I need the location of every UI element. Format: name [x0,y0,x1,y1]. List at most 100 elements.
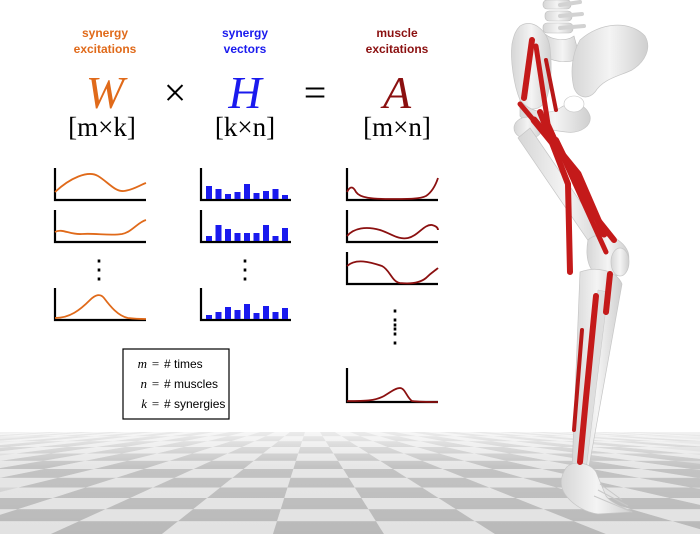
w-header-line2: excitations [74,42,137,56]
a-plot-2 [345,210,439,244]
a-dimensions: [m×n] [363,112,431,142]
h-bar [225,307,231,319]
legend-desc-k: # synergies [164,397,225,411]
legend-box: m = # times n = # muscles k = # synergie… [122,348,230,420]
legend-var-m: m [138,356,147,371]
a-ellipsis-1: ⋮ [382,305,408,334]
h-bar [282,308,288,319]
h-bar [263,306,269,319]
w-plot-2-curve [54,219,147,236]
w-plot-1-axes [53,168,146,202]
w-ellipsis: ⋮ [86,255,112,284]
w-header-line1: synergy [82,26,128,40]
w-plot-3 [53,288,147,322]
legend-var-k: k [141,396,147,411]
spine [542,0,586,62]
muscle-iliacus [521,37,535,101]
leg-skeleton-muscle-model [511,0,649,515]
h-plot-3 [199,288,291,322]
h-bar [244,184,250,199]
muscles [517,37,617,465]
w-symbol: W [86,67,128,118]
h-plot-2 [199,210,291,244]
column-headers: synergy excitations synergy vectors musc… [74,26,429,56]
legend-desc-n: # muscles [164,377,218,391]
muscle-semitendinosus [553,137,617,243]
h-symbol: H [227,67,264,118]
h-bar [234,192,241,199]
h-plot-1-bars [206,184,288,199]
legend-var-n: n [141,376,148,391]
h-bar [234,310,241,319]
a-plot-1 [345,168,439,202]
a-plot-2-curve [346,224,439,240]
h-bar [244,304,250,319]
h-bar [215,225,222,241]
a-plot-4 [345,368,439,404]
h-bar [263,225,269,241]
synergy-excitation-plots: ⋮ [53,168,147,322]
h-bar [206,315,212,319]
muscle-soleus [577,293,599,465]
h-bar [282,228,288,241]
a-plot-3 [345,252,439,286]
muscle-psoas [544,58,558,112]
h-ellipsis: ⋮ [232,255,258,284]
h-bar [272,312,279,319]
h-bar [215,189,222,199]
muscle-biceps-femoris [537,109,573,275]
h-bar [206,186,212,199]
legend-eq-k: = [151,396,160,411]
equals-operator: = [304,70,327,115]
h-plot-1-axes [199,168,291,202]
synergy-vector-plots: ⋮ [199,168,291,322]
legend-row-k: k = # synergies [141,396,225,411]
h-plot-1 [199,168,291,202]
a-plot-4-axes [345,368,438,404]
h-plot-3-axes [199,288,291,322]
h-bar [263,191,269,199]
h-bar [215,312,222,319]
h-bar [282,195,288,199]
h-plot-2-bars [206,225,288,241]
a-plot-1-axes [345,168,438,202]
legend-eq-n: = [151,376,160,391]
w-dimensions: [m×k] [68,112,136,142]
h-bar [253,233,260,241]
w-plot-2-axes [53,210,146,244]
patella [610,247,630,277]
h-bar [253,313,260,319]
h-dimensions: [k×n] [215,112,275,142]
w-plot-3-curve [54,294,147,320]
h-bar [225,194,231,199]
legend-desc-m: # times [164,357,203,371]
a-plot-3-curve [346,260,439,285]
h-bar [272,236,279,241]
legend-row-n: n = # muscles [141,376,219,391]
a-plot-2-axes [345,210,438,244]
h-header-line2: vectors [224,42,267,56]
legend-eq-m: = [151,356,160,371]
h-bar [206,236,212,241]
h-bar [234,233,241,241]
muscle-excitation-plots: ⋮ ⋮ [345,168,439,404]
h-bar [253,193,260,199]
a-plot-4-curve [346,387,439,403]
legend-row-m: m = # times [138,356,203,371]
h-plot-3-bars [206,304,288,319]
w-plot-3-axes [53,288,146,322]
muscle-gastrocnemius [572,328,584,432]
matrix-equation: W × H = A [m×k] [k×n] [m×n] [68,67,431,142]
a-header-line1: muscle [376,26,418,40]
w-plot-1 [53,168,147,202]
h-plot-2-axes [199,210,291,244]
h-bar [272,189,279,199]
times-operator: × [164,70,187,115]
h-bar [244,233,250,241]
a-ellipsis-2: ⋮ [382,319,408,348]
w-plot-2 [53,210,147,244]
foot [560,462,634,515]
h-bar [225,229,231,241]
